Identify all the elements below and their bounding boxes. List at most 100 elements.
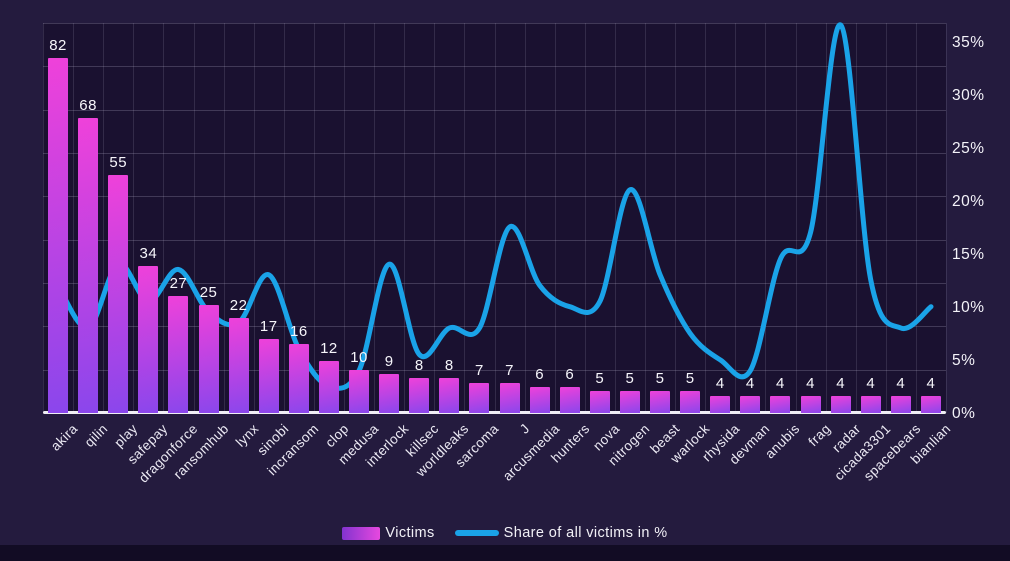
v-gridline: [133, 23, 135, 413]
bar-killsec: [409, 378, 430, 413]
v-gridline: [464, 23, 466, 413]
bar-beast: [650, 391, 671, 413]
v-gridline: [795, 23, 797, 413]
v-gridline: [73, 23, 75, 413]
bar-play: [108, 174, 129, 413]
y-axis-tick-35%: 35%: [952, 34, 985, 51]
bar-spacebears: [890, 395, 911, 413]
bar-value-label: 4: [896, 374, 906, 392]
bar-value-label: 55: [109, 153, 128, 171]
bar-warlock: [680, 391, 701, 413]
bar-sinobi: [258, 339, 279, 413]
legend-item-share: Share of all victims in %: [454, 525, 668, 541]
bar-value-label: 12: [320, 339, 338, 357]
bar-akira: [48, 57, 69, 413]
bar-value-label: 9: [384, 352, 394, 370]
bottom-strip: [0, 545, 1010, 561]
bar-value-label: 25: [199, 283, 218, 301]
v-gridline: [614, 23, 616, 413]
legend-label-share: Share of all victims in %: [503, 525, 668, 541]
bar-value-label: 17: [259, 318, 278, 336]
v-gridline: [705, 23, 707, 413]
bar-value-label: 4: [715, 374, 725, 392]
v-gridline: [524, 23, 526, 413]
bar-value-label: 4: [776, 374, 785, 392]
bar-value-label: 6: [535, 365, 545, 383]
y-axis-tick-0%: 0%: [952, 405, 976, 422]
v-gridline: [554, 23, 556, 413]
bar-value-label: 8: [444, 357, 454, 375]
bar-devman: [740, 395, 761, 413]
bar-lynx: [228, 317, 249, 413]
bar-interlock: [379, 373, 400, 413]
v-gridline: [584, 23, 586, 413]
bar-value-label: 7: [505, 361, 514, 379]
v-gridline: [946, 23, 947, 413]
bar-safepay: [138, 265, 159, 413]
legend: Victims Share of all victims in %: [0, 522, 1010, 544]
bar-nova: [589, 391, 610, 413]
bar-value-label: 5: [685, 370, 695, 388]
bar-hunters: [559, 386, 580, 413]
legend-label-victims: Victims: [385, 525, 435, 541]
bar-arcusmedia: [529, 386, 550, 413]
bar-nitrogen: [619, 391, 640, 413]
bar-rhysida: [710, 395, 731, 413]
bar-value-label: 8: [414, 357, 424, 375]
v-gridline: [765, 23, 767, 413]
y-axis-tick-20%: 20%: [952, 193, 985, 210]
bar-value-label: 4: [745, 374, 755, 392]
bar-worldleaks: [439, 378, 460, 413]
bar-value-label: 5: [655, 370, 665, 388]
v-gridline: [193, 23, 195, 413]
bar-anubis: [770, 395, 791, 413]
bar-value-label: 4: [836, 374, 846, 392]
v-gridline: [915, 23, 917, 413]
bar-value-label: 7: [475, 361, 484, 379]
bar-value-label: 27: [169, 274, 188, 292]
bar-frag: [800, 395, 821, 413]
share-line-swatch-icon: [454, 530, 499, 536]
bar-incransom: [288, 343, 309, 413]
v-gridline: [434, 23, 436, 413]
bar-cicada3301: [860, 395, 881, 413]
y-axis-tick-10%: 10%: [952, 299, 985, 316]
bar-value-label: 4: [926, 374, 936, 392]
v-gridline: [163, 23, 165, 413]
bar-bianlian: [920, 395, 941, 413]
v-gridline: [855, 23, 857, 413]
bar-value-label: 5: [625, 370, 635, 388]
bar-sarcoma: [469, 382, 490, 413]
bar-value-label: 4: [806, 374, 815, 392]
v-gridline: [223, 23, 225, 413]
bar-value-label: 5: [595, 370, 605, 388]
v-gridline: [253, 23, 255, 413]
y-axis-tick-5%: 5%: [952, 352, 976, 369]
y-axis-tick-30%: 30%: [952, 87, 985, 104]
x-axis-line: [43, 411, 946, 414]
bar-dragonforce: [168, 295, 189, 413]
legend-item-victims: Victims: [342, 525, 434, 541]
v-gridline: [283, 23, 285, 413]
bar-clop: [318, 360, 339, 413]
v-gridline: [645, 23, 646, 413]
bar-value-label: 10: [350, 348, 368, 366]
bar-value-label: 82: [49, 36, 67, 54]
v-gridline: [825, 23, 827, 413]
bar-J: [499, 382, 520, 413]
y-axis-tick-15%: 15%: [952, 246, 985, 263]
bar-value-label: 34: [139, 244, 158, 262]
bar-value-label: 6: [565, 365, 575, 383]
bar-qilin: [78, 118, 99, 413]
bar-value-label: 16: [290, 322, 308, 340]
v-gridline: [885, 23, 887, 413]
y-axis-tick-25%: 25%: [952, 140, 985, 157]
bar-radar: [830, 395, 851, 413]
bar-value-label: 68: [79, 97, 97, 115]
v-gridline: [494, 23, 496, 413]
bar-value-label: 22: [229, 296, 248, 314]
bar-ransomhub: [198, 304, 219, 413]
victims-swatch-icon: [342, 526, 381, 540]
bar-value-label: 4: [866, 374, 876, 392]
